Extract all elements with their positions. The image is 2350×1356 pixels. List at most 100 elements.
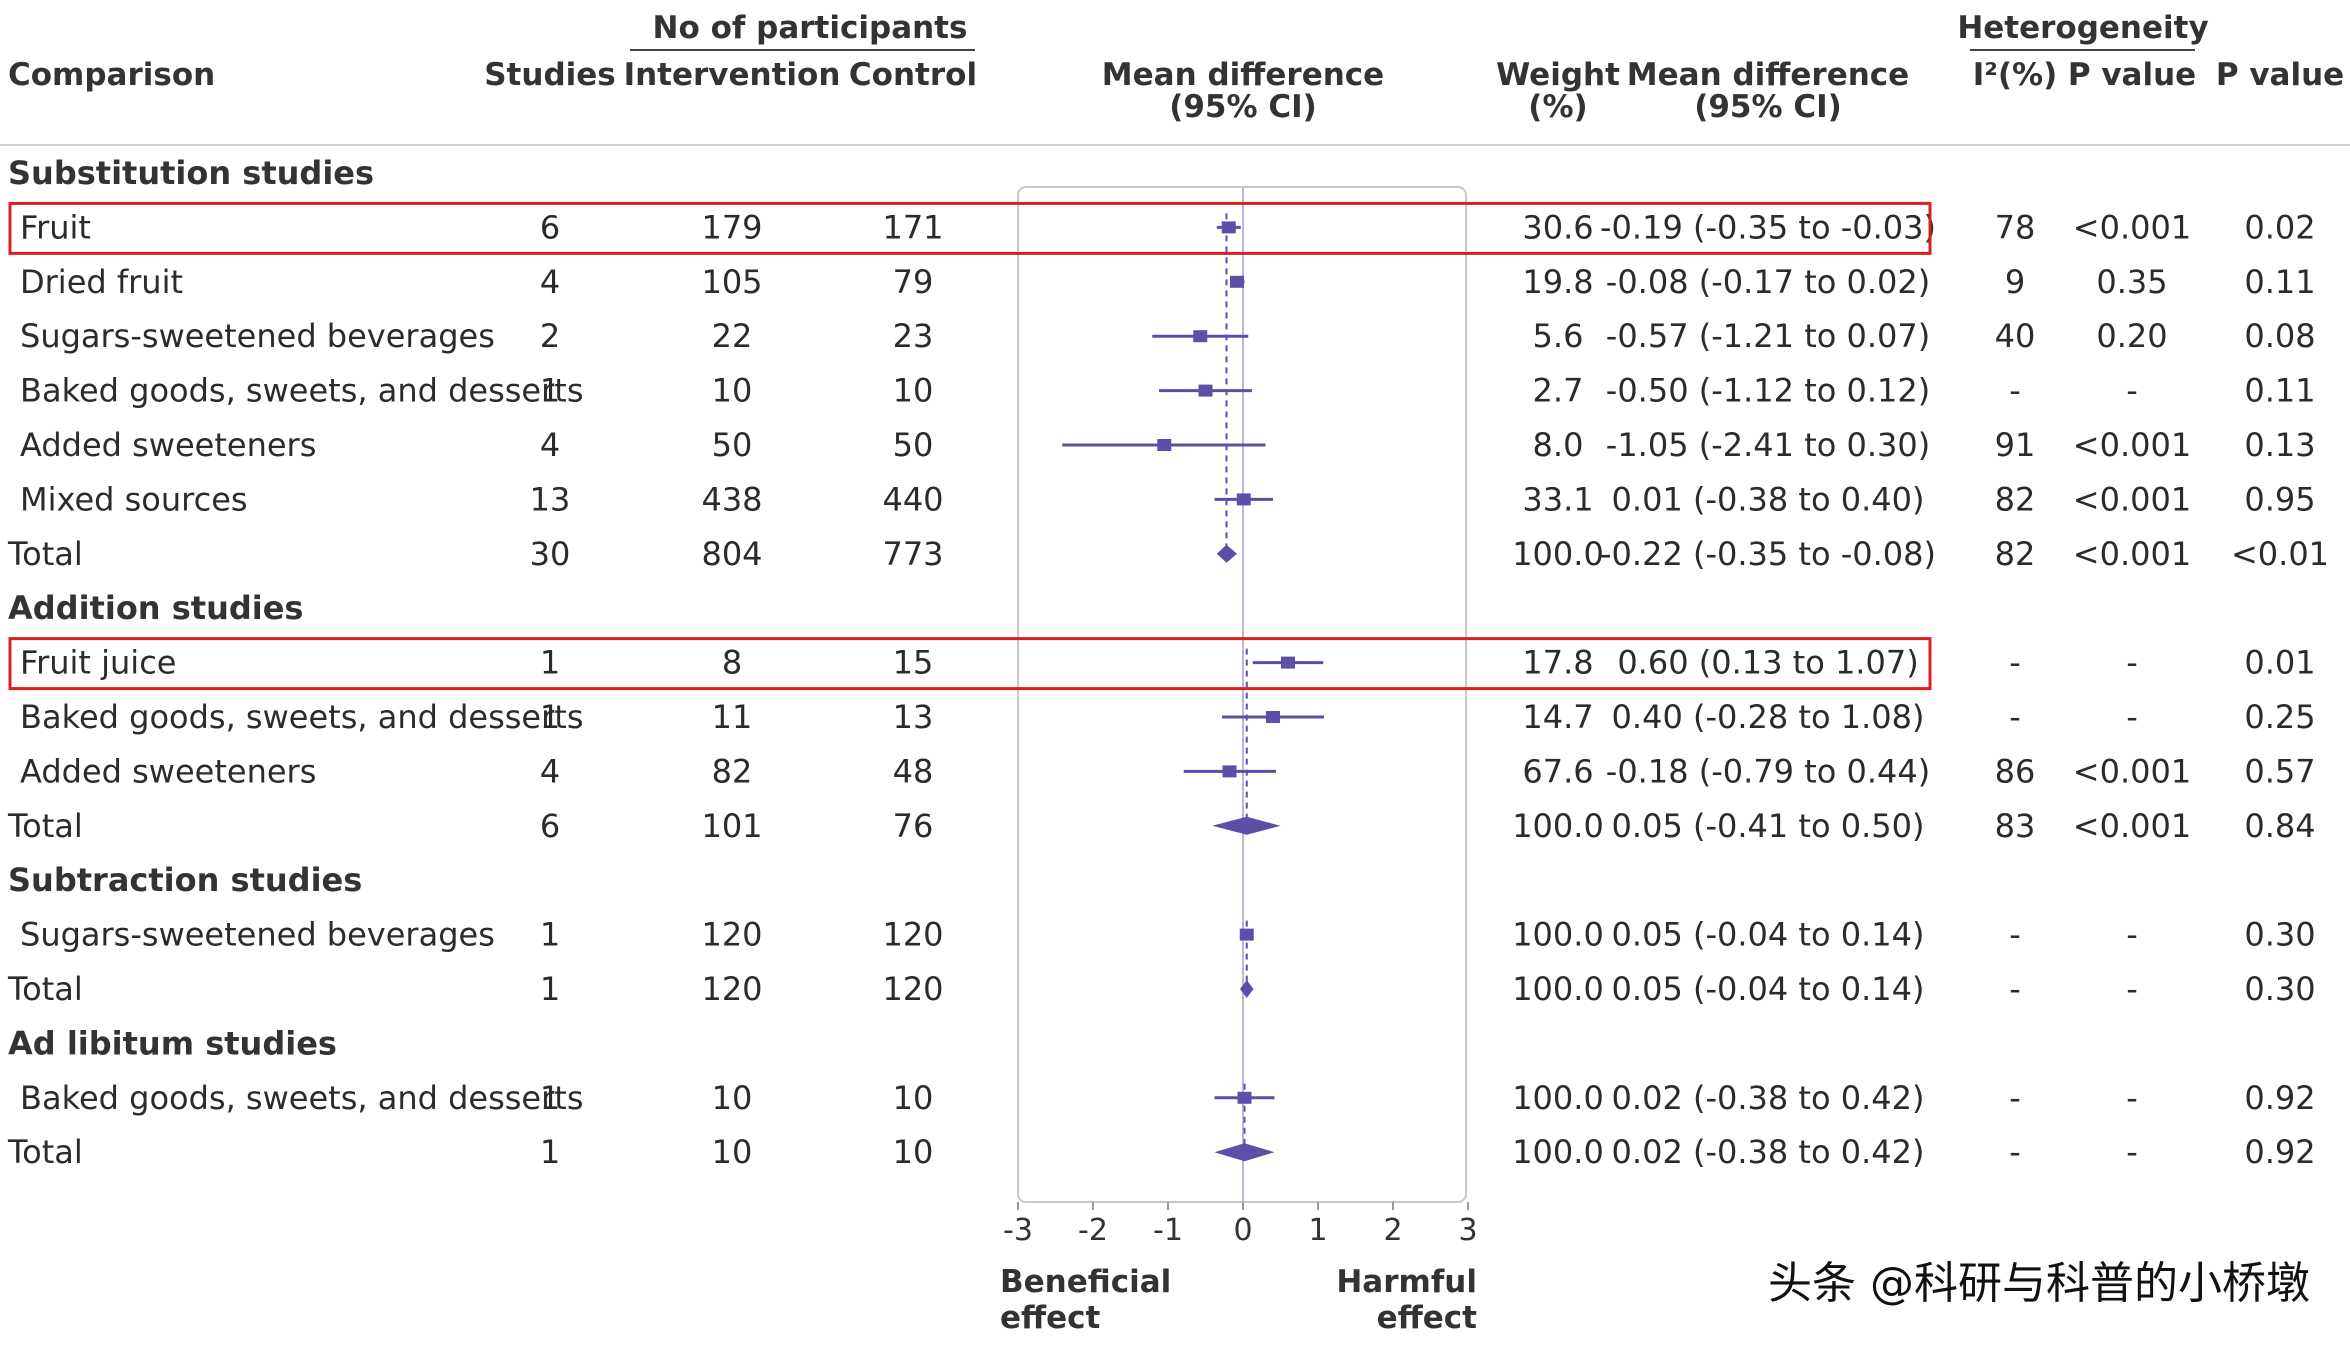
i2-cell: - <box>2009 970 2021 1008</box>
i2-cell: 40 <box>1995 317 2036 355</box>
p-value-cell: 0.02 <box>2244 208 2315 246</box>
i2-cell: 83 <box>1995 807 2036 845</box>
mean-difference-cell: 0.05 (-0.04 to 0.14) <box>1612 916 1925 954</box>
studies-cell: 2 <box>540 317 560 355</box>
md-header-line1: Mean difference <box>1627 57 1909 93</box>
intervention-cell: 11 <box>712 698 753 736</box>
x-axis-ticks: -3 -2 -1 0 1 2 3 <box>1003 1202 1478 1248</box>
i2-cell: - <box>2009 1079 2021 1117</box>
studies-cell: 1 <box>540 1079 560 1117</box>
table-row: Dried fruit 4 105 79 19.8 -0.08 (-0.17 to 0.0… <box>20 263 2316 301</box>
studies-cell: 4 <box>540 426 560 464</box>
p-value-cell: 0.25 <box>2244 698 2315 736</box>
harmful-label-line1: Harmful <box>1336 1264 1477 1300</box>
beneficial-label-line1: Beneficial <box>1000 1264 1171 1300</box>
i2-cell: 82 <box>1995 535 2036 573</box>
intervention-cell: 10 <box>712 372 753 410</box>
heterogeneity-p-cell: - <box>2126 970 2138 1008</box>
studies-cell: 1 <box>540 698 560 736</box>
section-header: Ad libitum studies <box>8 1024 337 1062</box>
point-estimate-marker <box>1266 711 1280 723</box>
weight-cell: 100.0 <box>1512 916 1604 954</box>
mean-difference-cell: -0.22 (-0.35 to -0.08) <box>1600 535 1936 573</box>
forest-header-line2: (95% CI) <box>1169 89 1317 125</box>
comparison-cell: Baked goods, sweets, and desserts <box>20 1079 583 1117</box>
point-estimate-marker <box>1198 384 1213 397</box>
comparison-cell: Baked goods, sweets, and desserts <box>20 372 583 410</box>
section-header: Addition studies <box>8 589 303 627</box>
heterogeneity-group-header: Heterogeneity <box>1957 10 2208 46</box>
x-tick-label: -3 <box>1003 1213 1033 1248</box>
control-cell: 10 <box>893 1079 934 1117</box>
mean-difference-cell: 0.05 (-0.04 to 0.14) <box>1612 970 1925 1008</box>
comparison-cell: Total <box>7 535 83 573</box>
weight-cell: 67.6 <box>1522 752 1593 790</box>
weight-cell: 17.8 <box>1522 644 1593 682</box>
mean-difference-cell: 0.02 (-0.38 to 0.42) <box>1612 1133 1925 1171</box>
x-tick-label: 2 <box>1383 1213 1402 1248</box>
weight-cell: 8.0 <box>1533 426 1584 464</box>
section-header: Subtraction studies <box>8 861 362 899</box>
i2-cell: - <box>2009 698 2021 736</box>
point-estimate-marker <box>1230 275 1244 288</box>
table-row: Fruit 6 179 171 30.6 -0.19 (-0.35 to -0.03) 78… <box>20 208 2316 246</box>
p-value-cell: 0.11 <box>2244 263 2315 301</box>
x-tick-label: 0 <box>1233 1213 1252 1248</box>
i2-cell: 78 <box>1995 208 2036 246</box>
intervention-cell: 804 <box>701 535 762 573</box>
studies-cell: 1 <box>540 1133 560 1171</box>
point-estimate-marker <box>1236 493 1251 506</box>
i2-header: I²(%) <box>1973 57 2058 93</box>
x-tick-label: 3 <box>1458 1213 1477 1248</box>
i2-cell: - <box>2009 1133 2021 1171</box>
p-value-cell: 0.01 <box>2244 644 2315 682</box>
heterogeneity-p-cell: - <box>2126 698 2138 736</box>
mean-difference-cell: -0.08 (-0.17 to 0.02) <box>1606 263 1930 301</box>
studies-cell: 1 <box>540 372 560 410</box>
intervention-cell: 101 <box>701 807 762 845</box>
heterogeneity-p-cell: - <box>2126 644 2138 682</box>
p-value-cell: <0.01 <box>2231 535 2329 573</box>
heterogeneity-p-cell: <0.001 <box>2073 480 2191 518</box>
studies-cell: 1 <box>540 970 560 1008</box>
control-cell: 10 <box>893 372 934 410</box>
table-row: Added sweeteners 4 82 48 67.6 -0.18 (-0.79 to… <box>20 752 2316 790</box>
table-row: Sugars-sweetened beverages 2 22 23 5.6 -0.57 … <box>20 317 2316 355</box>
intervention-cell: 120 <box>701 916 762 954</box>
mean-difference-cell: 0.40 (-0.28 to 1.08) <box>1612 698 1925 736</box>
mean-difference-cell: -0.50 (-1.12 to 0.12) <box>1606 372 1930 410</box>
control-cell: 10 <box>893 1133 934 1171</box>
table-header: No of participants Heterogeneity Compari… <box>0 10 2350 146</box>
comparison-cell: Sugars-sweetened beverages <box>20 916 495 954</box>
comparison-cell: Fruit juice <box>20 644 176 682</box>
heterogeneity-p-cell: <0.001 <box>2073 752 2191 790</box>
p-value-cell: 0.95 <box>2244 480 2315 518</box>
table-row: Sugars-sweetened beverages 1 120 120 100.0 0.… <box>20 916 2316 954</box>
intervention-cell: 22 <box>712 317 753 355</box>
comparison-cell: Total <box>7 970 83 1008</box>
point-estimate-marker <box>1221 221 1236 234</box>
weight-header-line1: Weight <box>1496 57 1620 93</box>
md-header-line2: (95% CI) <box>1694 89 1842 125</box>
heterogeneity-p-cell: <0.001 <box>2073 208 2191 246</box>
mean-difference-cell: -0.19 (-0.35 to -0.03) <box>1600 208 1936 246</box>
highlight-boxes <box>8 201 1932 691</box>
comparison-header: Comparison <box>8 57 215 93</box>
control-cell: 171 <box>882 208 943 246</box>
table-row: Fruit juice 1 8 15 17.8 0.60 (0.13 to 1.07) - -… <box>20 644 2316 682</box>
x-tick-label: -1 <box>1153 1213 1183 1248</box>
point-estimate-marker <box>1281 656 1295 669</box>
control-cell: 13 <box>893 698 934 736</box>
p-value-cell: 0.11 <box>2244 372 2315 410</box>
watermark: 头条 @科研与科普的小桥墩 <box>1768 1258 2310 1309</box>
weight-cell: 2.7 <box>1533 372 1584 410</box>
weight-cell: 100.0 <box>1512 1079 1604 1117</box>
studies-cell: 6 <box>540 208 560 246</box>
control-cell: 76 <box>893 807 934 845</box>
intervention-cell: 10 <box>712 1079 753 1117</box>
x-tick-label: -2 <box>1078 1213 1108 1248</box>
forest-header-line1: Mean difference <box>1102 57 1384 93</box>
